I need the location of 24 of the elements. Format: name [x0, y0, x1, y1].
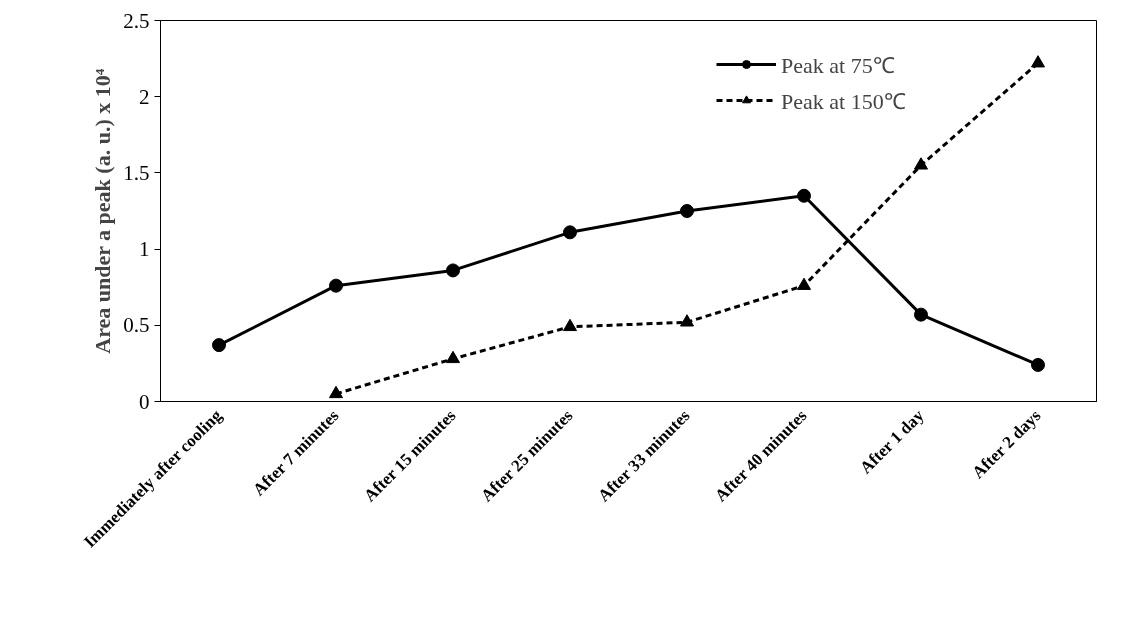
point — [329, 278, 343, 293]
point — [1031, 55, 1045, 68]
point — [680, 204, 694, 218]
legend-label: Peak at 75℃ — [781, 52, 895, 79]
point — [212, 338, 226, 353]
point — [329, 385, 343, 399]
point — [797, 277, 811, 290]
point — [680, 314, 694, 327]
point — [563, 318, 577, 332]
legend-label: Peak at 150℃ — [781, 88, 906, 115]
point — [1031, 357, 1045, 372]
y-tick-label: 1 — [139, 237, 150, 262]
y-tick-label: 1.5 — [123, 160, 150, 185]
y-tick-label: 0.5 — [123, 313, 150, 338]
point — [446, 263, 460, 278]
y-axis-title: Area under a peak (a. u.) x 10⁴ — [90, 68, 116, 354]
point — [914, 157, 928, 170]
point — [797, 188, 811, 203]
point — [446, 350, 460, 364]
point — [563, 225, 577, 240]
y-tick-label: 2 — [139, 84, 150, 109]
y-tick-label: 2.5 — [123, 8, 150, 33]
point — [914, 307, 928, 322]
y-tick-label: 0 — [139, 389, 150, 414]
